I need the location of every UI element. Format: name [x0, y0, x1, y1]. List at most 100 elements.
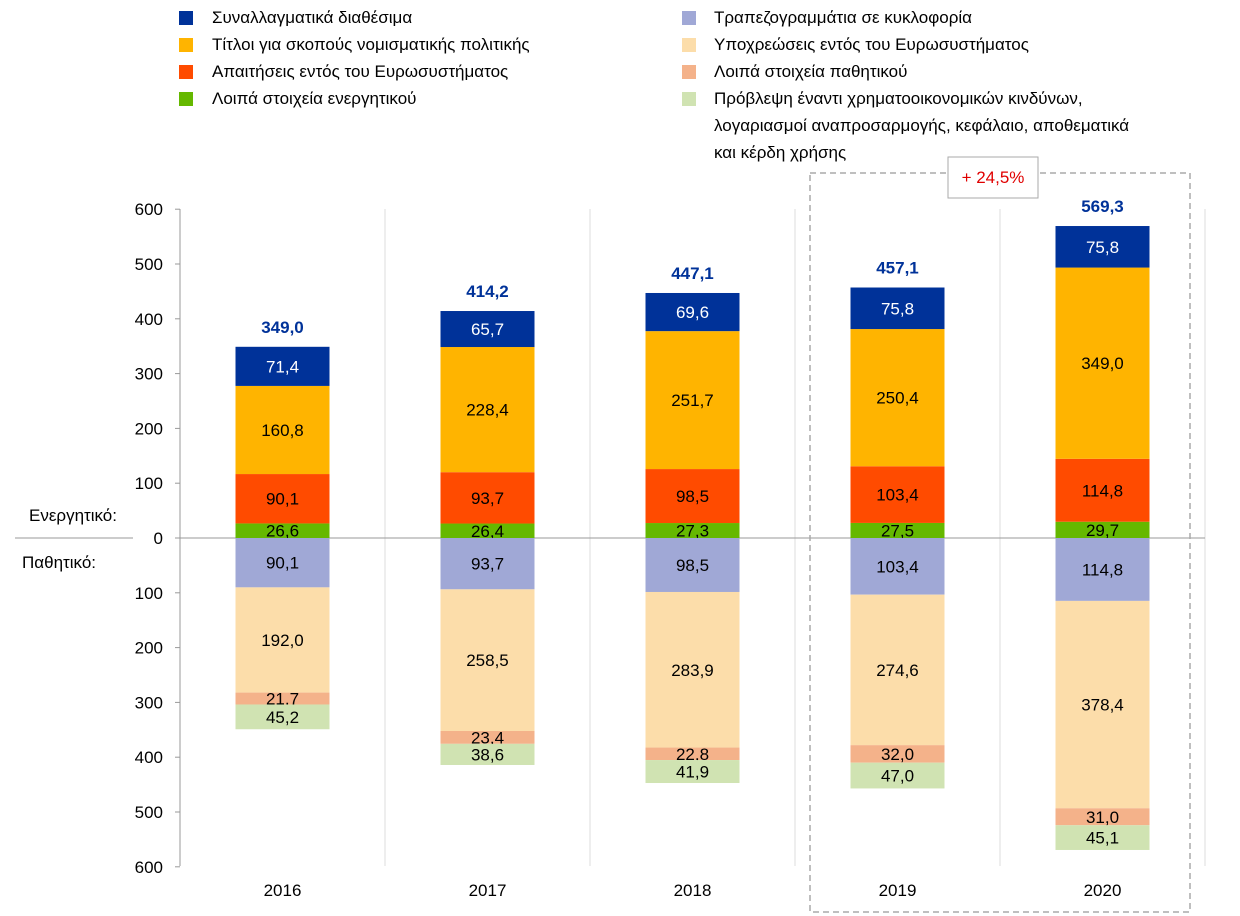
data-label: 32,0	[881, 745, 914, 764]
bar-segment	[850, 466, 945, 523]
total-label: 349,0	[261, 318, 304, 337]
bar-segment	[440, 311, 535, 348]
data-label: 160,8	[261, 421, 304, 440]
bar-segment	[1055, 808, 1150, 826]
legend-label: Απαιτήσεις εντός του Ευρωσυστήματος	[212, 62, 509, 81]
bar-segment	[440, 523, 535, 538]
total-label: 457,1	[876, 259, 919, 278]
legend-label: Συναλλαγματικά διαθέσιμα	[212, 8, 413, 27]
total-label: 569,3	[1081, 197, 1124, 216]
annotation-box	[947, 156, 1039, 199]
data-label: 45,2	[266, 708, 299, 727]
bar-segment	[235, 523, 330, 538]
data-label: 114,8	[1082, 560, 1123, 579]
data-label: 27,3	[676, 522, 709, 541]
legend-swatch	[179, 11, 193, 25]
data-label: 27,5	[881, 521, 914, 540]
legend-swatch	[179, 92, 193, 106]
bar-segment	[850, 538, 945, 595]
data-label: 250,4	[876, 389, 919, 408]
bar-segment	[645, 760, 740, 784]
bar-segment	[1055, 267, 1150, 459]
data-label: 47,0	[881, 767, 914, 786]
bar-segment	[645, 591, 740, 748]
data-label: 228,4	[466, 401, 509, 420]
data-label: 283,9	[671, 661, 714, 680]
bar-segment	[440, 731, 535, 744]
data-label: 45,1	[1086, 829, 1119, 848]
data-label: 21,7	[266, 690, 299, 709]
bar-segment	[850, 522, 945, 538]
data-label: 98,5	[676, 556, 709, 575]
bar-segment	[1055, 538, 1150, 601]
data-label: 258,5	[466, 651, 509, 670]
data-label: 41,9	[676, 763, 709, 782]
legend-label: Πρόβλεψη έναντι χρηματοοικονομικών κινδύ…	[714, 89, 1083, 108]
x-tick-label: 2020	[1084, 881, 1122, 900]
legend-swatch	[682, 65, 696, 79]
y-tick-label: 0	[154, 529, 163, 548]
bar-segment	[850, 745, 945, 763]
bar-segment	[850, 287, 945, 330]
x-tick-label: 2017	[469, 881, 507, 900]
bar-segment	[645, 331, 740, 470]
data-label: 93,7	[471, 489, 504, 508]
y-tick-label: 300	[135, 693, 163, 712]
x-tick-label: 2019	[879, 881, 917, 900]
bar-segment	[850, 594, 945, 746]
legend-label: λογαριασμοί αναπροσαρμογής, κεφάλαιο, απ…	[714, 116, 1130, 135]
bar-segment	[645, 747, 740, 761]
legend-swatch	[682, 11, 696, 25]
data-label: 75,8	[1086, 238, 1119, 257]
legend-swatch	[682, 92, 696, 106]
data-label: 65,7	[471, 320, 504, 339]
bar-segment	[235, 538, 330, 588]
data-label: 38,6	[471, 745, 504, 764]
y-tick-label: 500	[135, 803, 163, 822]
data-label: 349,0	[1081, 354, 1124, 373]
legend-label: Υποχρεώσεις εντός του Ευρωσυστήματος	[714, 35, 1029, 54]
bar-segment	[1055, 600, 1150, 809]
data-label: 26,4	[471, 522, 504, 541]
legend-label: και κέρδη χρήσης	[714, 143, 847, 162]
bar-segment	[850, 762, 945, 789]
legend-label: Λοιπά στοιχεία ενεργητικού	[212, 89, 417, 108]
bar-segment	[235, 474, 330, 524]
data-label: 69,6	[676, 303, 709, 322]
data-label: 71,4	[266, 357, 299, 376]
legend-swatch	[682, 38, 696, 52]
y-tick-label: 400	[135, 310, 163, 329]
bar-segment	[645, 523, 740, 538]
bar-segment	[235, 692, 330, 705]
liabilities-label: Παθητικό:	[22, 553, 96, 572]
total-label: 447,1	[671, 264, 714, 283]
data-label: 98,5	[676, 487, 709, 506]
legend-label: Τραπεζογραμμάτια σε κυκλοφορία	[714, 8, 973, 27]
legend-label: Λοιπά στοιχεία παθητικού	[714, 62, 908, 81]
bar-segment	[645, 538, 740, 592]
bar-segment	[235, 587, 330, 693]
data-label: 274,6	[876, 661, 919, 680]
y-tick-label: 200	[135, 639, 163, 658]
bar-segment	[235, 385, 330, 475]
bar-segment	[1055, 825, 1150, 850]
data-label: 114,8	[1082, 481, 1123, 500]
data-label: 90,1	[266, 554, 299, 573]
bar-segment	[1055, 226, 1150, 268]
bar-segment	[235, 704, 330, 730]
data-label: 103,4	[876, 486, 919, 505]
data-label: 378,4	[1081, 696, 1124, 715]
bar-segment	[1055, 521, 1150, 538]
x-tick-label: 2018	[674, 881, 712, 900]
bar-segment	[440, 743, 535, 765]
bar-segment	[440, 347, 535, 473]
assets-label: Ενεργητικό:	[29, 506, 117, 525]
y-tick-label: 100	[135, 584, 163, 603]
bar-segment	[235, 346, 330, 386]
data-label: 23,4	[471, 728, 504, 747]
data-label: 251,7	[671, 391, 714, 410]
bar-segment	[440, 538, 535, 590]
annotation-text: + 24,5%	[962, 168, 1025, 187]
